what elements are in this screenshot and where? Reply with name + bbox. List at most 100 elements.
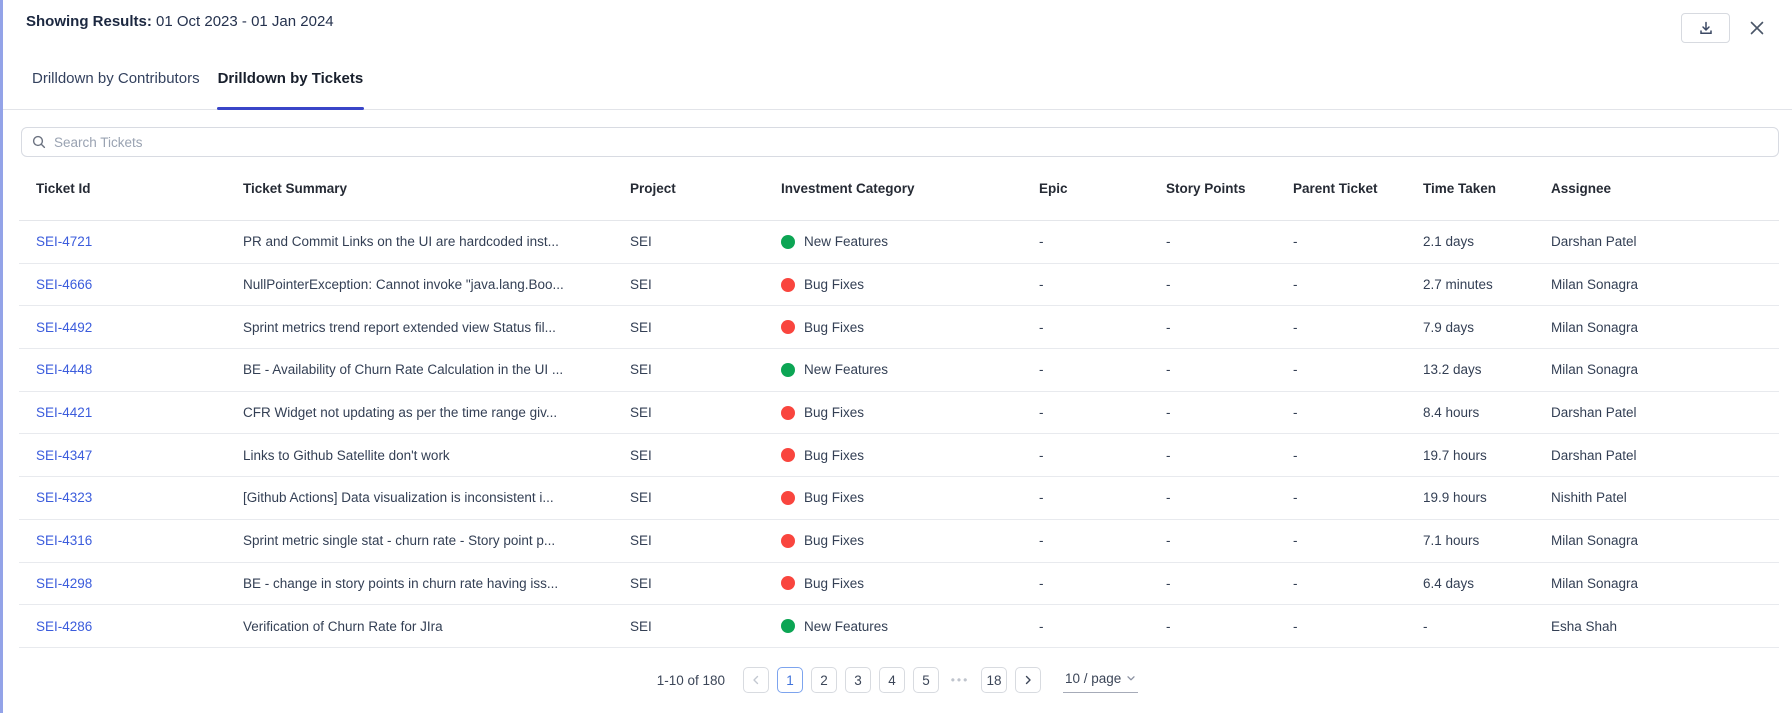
assignee-cell: Milan Sonagra	[1551, 533, 1639, 549]
ticket-id-cell: SEI-4286	[19, 619, 243, 634]
pagination-range: 1-10 of 180	[656, 672, 725, 688]
epic-cell: -	[1039, 405, 1044, 421]
story-points-cell: -	[1166, 362, 1171, 378]
project-cell: SEI	[630, 447, 652, 463]
epic-cell: -	[1039, 362, 1044, 378]
ticket-id-cell: SEI-4666	[19, 277, 243, 292]
ticket-link[interactable]: SEI-4298	[36, 575, 93, 591]
table-row: SEI-4448 BE - Availability of Churn Rate …	[19, 349, 1779, 392]
epic-cell: -	[1039, 533, 1044, 549]
tab-label: Drilldown by Tickets	[217, 70, 364, 87]
epic-cell: -	[1039, 277, 1044, 293]
next-page-button[interactable]	[1015, 667, 1041, 694]
column-header: Investment Category	[781, 181, 915, 196]
prev-page-button[interactable]	[743, 667, 769, 694]
category-dot-icon	[781, 490, 795, 505]
table-row: SEI-4492 Sprint metrics trend report exte…	[19, 306, 1779, 350]
ticket-link[interactable]: SEI-4448	[36, 362, 93, 378]
ticket-link[interactable]: SEI-4323	[36, 490, 93, 506]
story-points-cell: -	[1166, 490, 1171, 506]
table-row: SEI-4298 BE - change in story points in c…	[19, 563, 1779, 606]
table-row: SEI-4721 PR and Commit Links on the UI ar…	[19, 221, 1779, 264]
time-taken-cell: -	[1423, 618, 1428, 634]
column-header: Project	[630, 181, 676, 196]
category-dot-icon	[781, 405, 795, 420]
page-button-4[interactable]: 4	[879, 667, 905, 694]
table-body: SEI-4721 PR and Commit Links on the UI ar…	[19, 221, 1779, 648]
investment-category-cell: Bug Fixes	[781, 405, 1039, 420]
assignee-cell: Milan Sonagra	[1551, 362, 1639, 378]
page-size-label: 10 / page	[1065, 670, 1122, 686]
column-header: Parent Ticket	[1293, 181, 1378, 196]
ticket-link[interactable]: SEI-4666	[36, 277, 93, 293]
ticket-link[interactable]: SEI-4492	[36, 319, 93, 335]
ticket-link[interactable]: SEI-4421	[36, 405, 93, 421]
ticket-summary-cell: BE - change in story points in churn rat…	[243, 575, 559, 591]
category-dot-icon	[781, 277, 795, 292]
investment-category-cell: New Features	[781, 619, 1039, 634]
parent-ticket-cell: -	[1293, 447, 1298, 463]
story-points-cell: -	[1166, 234, 1171, 250]
page-button-18[interactable]: 18	[981, 667, 1007, 694]
close-button[interactable]	[1746, 17, 1768, 39]
download-icon	[1698, 20, 1714, 36]
ticket-summary-cell: NullPointerException: Cannot invoke "jav…	[243, 277, 564, 293]
category-dot-icon	[781, 576, 795, 591]
investment-category-cell: New Features	[781, 234, 1039, 249]
assignee-cell: Darshan Patel	[1551, 234, 1637, 250]
ticket-link[interactable]: SEI-4347	[36, 447, 93, 463]
category-dot-icon	[781, 448, 795, 463]
table-header-row: Ticket Id Ticket Summary Project Investment…	[19, 157, 1779, 221]
chevron-right-icon	[1023, 675, 1033, 685]
tab-drilldown-by-contributors[interactable]: Drilldown by Contributors	[31, 48, 201, 109]
time-taken-cell: 19.7 hours	[1423, 447, 1487, 463]
time-taken-cell: 13.2 days	[1423, 362, 1482, 378]
category-dot-icon	[781, 234, 795, 249]
page-button-3[interactable]: 3	[845, 667, 871, 694]
page-button-1[interactable]: 1	[777, 667, 803, 694]
tab-drilldown-by-tickets[interactable]: Drilldown by Tickets	[216, 48, 365, 110]
parent-ticket-cell: -	[1293, 234, 1298, 250]
page-size-select[interactable]: 10 / page	[1063, 668, 1139, 693]
showing-results-label: Showing Results:	[26, 13, 152, 30]
ticket-summary-cell: [Github Actions] Data visualization is i…	[243, 490, 554, 506]
ticket-id-cell: SEI-4721	[19, 234, 243, 249]
page-ellipsis: •••	[950, 673, 970, 688]
assignee-cell: Nishith Patel	[1551, 490, 1627, 506]
table-row: SEI-4323 [Github Actions] Data visualizat…	[19, 477, 1779, 520]
ticket-summary-cell: Sprint metrics trend report extended vie…	[243, 319, 556, 335]
ticket-summary-cell: PR and Commit Links on the UI are hardco…	[243, 234, 559, 250]
story-points-cell: -	[1166, 447, 1171, 463]
column-header: Assignee	[1551, 181, 1612, 196]
ticket-summary-cell: BE - Availability of Churn Rate Calculat…	[243, 362, 564, 378]
page-button-5[interactable]: 5	[913, 667, 939, 694]
project-cell: SEI	[630, 362, 652, 378]
project-cell: SEI	[630, 405, 652, 421]
project-cell: SEI	[630, 234, 652, 250]
tab-label: Drilldown by Contributors	[32, 70, 200, 87]
ticket-summary-cell: Verification of Churn Rate for JIra	[243, 618, 443, 634]
time-taken-cell: 7.1 hours	[1423, 533, 1480, 549]
ticket-summary-cell: Sprint metric single stat - churn rate -…	[243, 533, 556, 549]
parent-ticket-cell: -	[1293, 618, 1298, 634]
download-button[interactable]	[1681, 13, 1730, 43]
story-points-cell: -	[1166, 575, 1171, 591]
table-row: SEI-4666 NullPointerException: Cannot inv…	[19, 264, 1779, 307]
assignee-cell: Darshan Patel	[1551, 447, 1637, 463]
project-cell: SEI	[630, 490, 652, 506]
assignee-cell: Milan Sonagra	[1551, 319, 1639, 335]
ticket-link[interactable]: SEI-4721	[36, 234, 93, 250]
category-dot-icon	[781, 619, 795, 634]
parent-ticket-cell: -	[1293, 533, 1298, 549]
time-taken-cell: 2.1 days	[1423, 234, 1475, 250]
assignee-cell: Milan Sonagra	[1551, 575, 1639, 591]
ticket-link[interactable]: SEI-4286	[36, 618, 93, 634]
parent-ticket-cell: -	[1293, 405, 1298, 421]
page-button-2[interactable]: 2	[811, 667, 837, 694]
table-row: SEI-4286 Verification of Churn Rate for J…	[19, 605, 1779, 648]
ticket-link[interactable]: SEI-4316	[36, 533, 93, 549]
column-header: Epic	[1039, 181, 1068, 196]
close-icon	[1748, 19, 1766, 37]
search-input[interactable]	[54, 134, 1768, 150]
showing-results-text: Showing Results: 01 Oct 2023 - 01 Jan 20…	[26, 13, 334, 30]
